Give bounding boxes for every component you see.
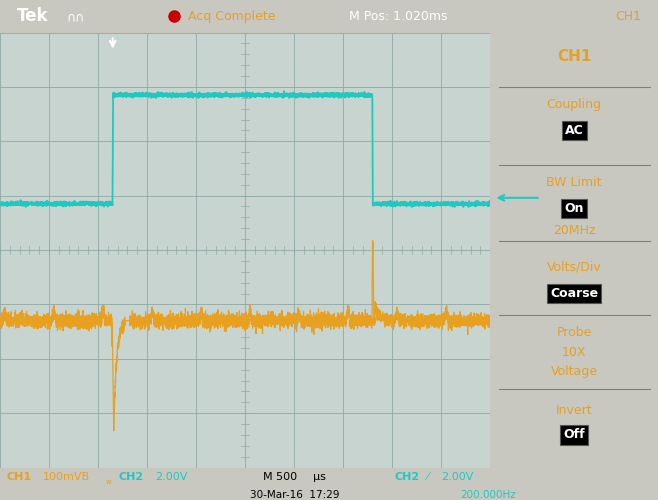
Text: Invert: Invert bbox=[556, 404, 592, 417]
Text: Probe: Probe bbox=[557, 326, 592, 339]
Text: AC: AC bbox=[565, 124, 584, 137]
Text: 10X: 10X bbox=[562, 346, 586, 358]
Text: CH1: CH1 bbox=[557, 49, 592, 64]
Text: 100mVB: 100mVB bbox=[43, 472, 90, 482]
Text: M 500: M 500 bbox=[263, 472, 297, 482]
Text: 20MHz: 20MHz bbox=[553, 224, 595, 237]
Text: Coarse: Coarse bbox=[550, 287, 598, 300]
Text: w: w bbox=[105, 479, 111, 485]
Text: μs: μs bbox=[313, 472, 326, 482]
Text: BW Limit: BW Limit bbox=[546, 176, 602, 189]
Text: ⁄: ⁄ bbox=[426, 472, 428, 482]
Text: CH2: CH2 bbox=[395, 472, 420, 482]
Text: 2.00V: 2.00V bbox=[155, 472, 187, 482]
Text: CH1: CH1 bbox=[615, 10, 642, 22]
Text: 2.00V: 2.00V bbox=[441, 472, 473, 482]
Text: Tek: Tek bbox=[16, 7, 48, 25]
Text: Acq Complete: Acq Complete bbox=[188, 10, 275, 22]
Text: 200.000Hz: 200.000Hz bbox=[461, 490, 517, 500]
Text: Volts/Div: Volts/Div bbox=[547, 261, 601, 274]
Text: Voltage: Voltage bbox=[551, 366, 597, 378]
Text: ∩∩: ∩∩ bbox=[66, 12, 85, 24]
Text: CH1: CH1 bbox=[7, 472, 32, 482]
Text: CH2: CH2 bbox=[118, 472, 143, 482]
Text: Off: Off bbox=[563, 428, 585, 442]
Text: M Pos: 1.020ms: M Pos: 1.020ms bbox=[349, 10, 447, 22]
Text: 30-Mar-16  17:29: 30-Mar-16 17:29 bbox=[250, 490, 340, 500]
Text: Coupling: Coupling bbox=[547, 98, 601, 111]
Text: On: On bbox=[565, 202, 584, 215]
